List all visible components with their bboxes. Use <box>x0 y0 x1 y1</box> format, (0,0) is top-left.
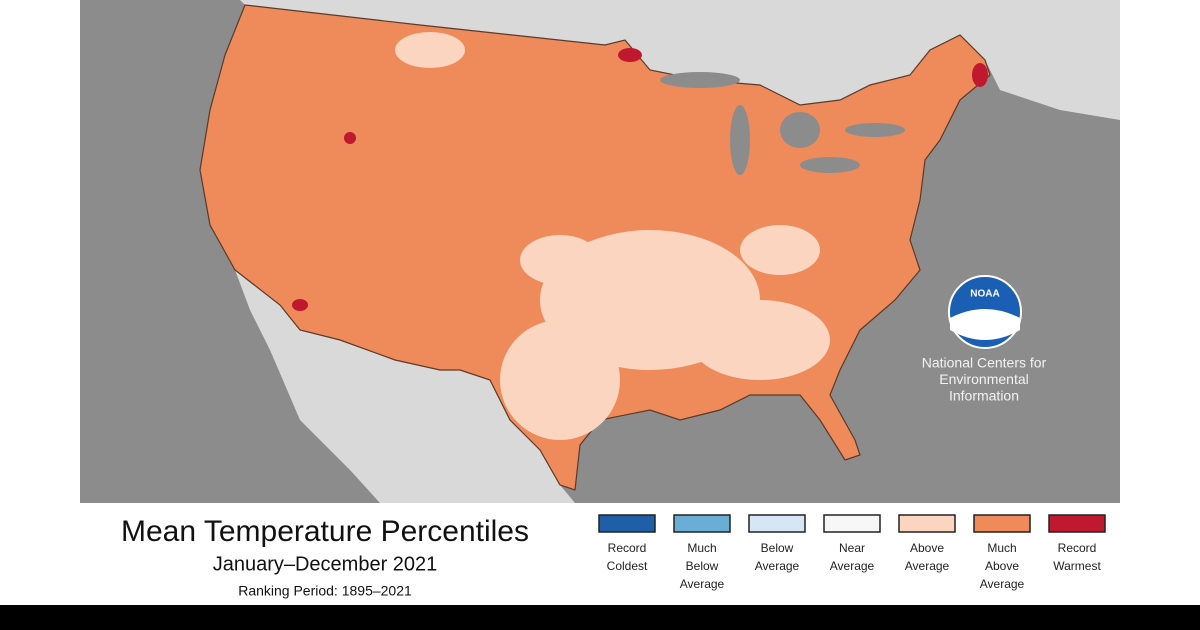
org-name: National Centers forEnvironmentalInforma… <box>922 355 1047 404</box>
area <box>972 63 988 87</box>
title: Mean Temperature Percentiles <box>121 515 529 548</box>
legend-label: Average <box>755 559 800 573</box>
legend-swatch <box>1048 514 1106 533</box>
above-average-areas <box>395 32 830 440</box>
area <box>740 225 820 275</box>
legend-label: Above <box>985 559 1019 573</box>
area <box>618 48 642 62</box>
legend-swatch <box>748 514 806 533</box>
legend-label: Below <box>686 559 719 573</box>
org-line: Information <box>949 388 1019 404</box>
bottom-bar <box>0 605 1200 630</box>
org-line: National Centers for <box>922 355 1047 371</box>
logo-bird <box>950 309 1020 340</box>
legend-swatch <box>673 514 731 533</box>
canada-east <box>995 10 1100 95</box>
legend-label: Average <box>905 559 950 573</box>
legend-label: Above <box>910 541 944 555</box>
area <box>500 320 620 440</box>
legend-label: Much <box>987 541 1016 555</box>
legend-label: Average <box>980 577 1025 591</box>
lake <box>660 72 740 88</box>
legend-label: Near <box>839 541 865 555</box>
lake <box>800 157 860 173</box>
area <box>344 132 356 144</box>
area <box>520 235 600 285</box>
lake <box>845 123 905 137</box>
ranking-period: Ranking Period: 1895–2021 <box>238 583 412 599</box>
area <box>292 299 308 311</box>
legend-label: Record <box>1058 541 1097 555</box>
legend-label: Warmest <box>1053 559 1101 573</box>
legend-swatch <box>598 514 656 533</box>
great-lakes <box>660 72 905 175</box>
legend-label: Coldest <box>607 559 648 573</box>
record-warm-areas <box>292 48 988 311</box>
lake <box>730 105 750 175</box>
area <box>395 32 465 68</box>
legend-label: Average <box>830 559 875 573</box>
legend-swatch <box>973 514 1031 533</box>
legend: Record Coldest Much Below Average Below Averag… <box>598 514 1106 591</box>
legend-label: Record <box>608 541 647 555</box>
area <box>690 300 830 380</box>
logo-text: NOAA <box>970 289 999 300</box>
legend-label: Average <box>680 577 725 591</box>
org-line: Environmental <box>939 371 1029 387</box>
legend-label: Below <box>761 541 794 555</box>
subtitle: January–December 2021 <box>213 553 438 575</box>
mexico <box>235 270 575 503</box>
legend-label: Much <box>687 541 716 555</box>
legend-swatch <box>898 514 956 533</box>
legend-swatch <box>823 514 881 533</box>
lake <box>780 112 820 148</box>
